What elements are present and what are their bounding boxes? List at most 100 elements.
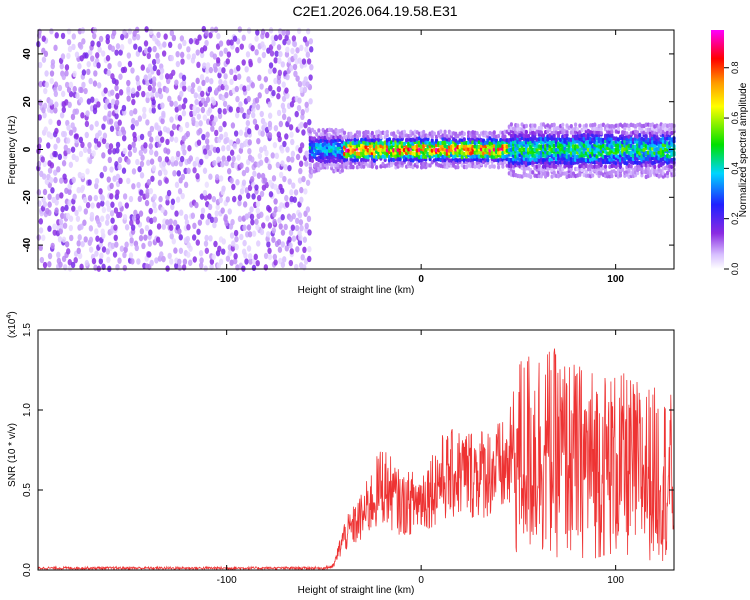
spectrogram-cell	[379, 134, 383, 140]
spectrogram-cell	[229, 78, 234, 86]
spectrogram-cell	[49, 70, 55, 77]
spectrogram-cell	[366, 130, 370, 135]
spectrogram-cell	[307, 118, 312, 126]
spectrogram-cell	[135, 33, 141, 41]
spectrogram-cell	[229, 232, 235, 239]
spectrogram-cell	[294, 224, 300, 232]
spectrogram-cell	[78, 96, 84, 104]
spectrogram-cell	[281, 29, 286, 36]
spectrogram-cell	[179, 155, 185, 163]
spectrogram-cell	[230, 245, 236, 252]
spectrogram-cell	[289, 189, 294, 196]
spectrogram-cell	[60, 206, 65, 213]
spectrogram-cell	[143, 142, 148, 149]
spectrogram-cell	[257, 57, 262, 64]
spectrogram-cell	[186, 224, 191, 231]
spectrogram-cell	[196, 228, 201, 235]
spectrogram-cell	[235, 106, 241, 114]
spectrogram-cell	[95, 235, 100, 242]
spectrogram-cell	[41, 47, 46, 55]
spectrogram-cell	[80, 240, 85, 248]
spectrogram-cell	[278, 120, 284, 128]
spectrogram-cell	[578, 130, 582, 135]
spectrogram-cell	[145, 79, 150, 86]
spectrogram-cell	[218, 125, 223, 133]
spectrogram-cell	[288, 124, 294, 131]
spectrogram-cell	[285, 146, 290, 153]
spectrogram-cell	[186, 251, 191, 258]
spectrogram-cell	[107, 62, 112, 70]
spectrogram-cell	[75, 215, 81, 222]
spectrogram-cell	[55, 193, 60, 201]
spectrogram-cell	[50, 242, 55, 250]
spectrogram-cell	[251, 193, 256, 200]
spectrogram-cell	[138, 149, 143, 157]
spectrogram-cell	[70, 146, 76, 153]
spectrogram-cell	[200, 207, 206, 214]
colorbar-ticks: 0.0 0.2 0.4 0.6 0.8	[724, 61, 740, 275]
spectrogram-cell	[144, 199, 150, 207]
spectrogram-cell	[302, 246, 307, 254]
spectrogram-cell	[202, 44, 208, 52]
spectrogram-cell	[172, 170, 177, 177]
spectrogram-cell	[139, 189, 144, 196]
snr-x-ticks: -100 0 100	[217, 330, 624, 586]
spectrogram-cell	[255, 29, 260, 36]
spectrogram-cell	[529, 174, 533, 179]
spectrogram-cell	[297, 177, 303, 184]
spectrogram-cell	[259, 83, 264, 90]
spectrogram-cell	[305, 28, 311, 35]
spectrogram-cell	[121, 104, 127, 112]
spectrogram-cell	[225, 255, 231, 262]
spectrogram-cell	[82, 219, 87, 226]
spectrogram-cell	[370, 164, 374, 169]
spectrogram-cell	[110, 98, 116, 106]
spectrogram-cell	[174, 210, 179, 217]
spectrogram-cell	[213, 116, 218, 123]
spectrogram-cell	[64, 64, 70, 71]
spectrogram-cell	[36, 234, 41, 241]
spectrogram-cell	[89, 124, 94, 131]
spectrogram-cell	[124, 224, 130, 231]
spectrogram-cell	[152, 216, 158, 223]
spectrogram-cell	[127, 144, 132, 151]
spectrogram-cell	[135, 91, 140, 98]
spectrogram-cell	[289, 101, 295, 108]
spectrogram-cell	[94, 177, 100, 185]
spectrogram-cell	[39, 256, 45, 264]
spectrogram-cell	[273, 77, 278, 85]
spectrogram-cell	[226, 39, 231, 46]
spectrogram-cell	[59, 177, 64, 184]
spectrogram-cell	[171, 238, 176, 245]
spectrogram-cell	[249, 176, 255, 183]
spectrogram-cell	[112, 251, 118, 258]
spectrogram-cell	[156, 40, 161, 47]
spectrogram-cell	[102, 115, 108, 122]
spectrogram-cell	[143, 40, 149, 47]
spectrogram-cell	[100, 228, 105, 235]
spectrogram-cell	[154, 257, 159, 264]
spectrogram-cell	[273, 183, 278, 191]
spectrogram-cell	[176, 170, 181, 177]
spectrogram-cell	[307, 229, 312, 236]
spectrogram-cell	[122, 193, 128, 200]
spectrogram-cell	[301, 129, 306, 136]
spectrogram-cell	[159, 251, 164, 258]
spectrogram-cell	[224, 219, 229, 227]
spectrogram-cell	[307, 246, 312, 253]
spectrogram-cell	[127, 38, 133, 45]
spectrogram-cell	[103, 87, 108, 94]
spectrogram-cell	[81, 69, 87, 76]
spectrogram-cell	[174, 262, 179, 270]
spectrogram-cell	[210, 125, 215, 132]
spectrogram-cell	[128, 195, 134, 203]
spectrogram-cell	[102, 132, 108, 139]
y-tick-label: -40	[22, 237, 33, 252]
spectrogram-cell	[76, 240, 81, 247]
spectrogram-cell	[217, 107, 222, 115]
spectrogram-cell	[473, 135, 477, 140]
spectrogram-cell	[280, 102, 286, 110]
spectrogram-cell	[96, 62, 101, 69]
spectrogram-cell	[280, 61, 286, 68]
spectrogram-cell	[209, 78, 214, 85]
